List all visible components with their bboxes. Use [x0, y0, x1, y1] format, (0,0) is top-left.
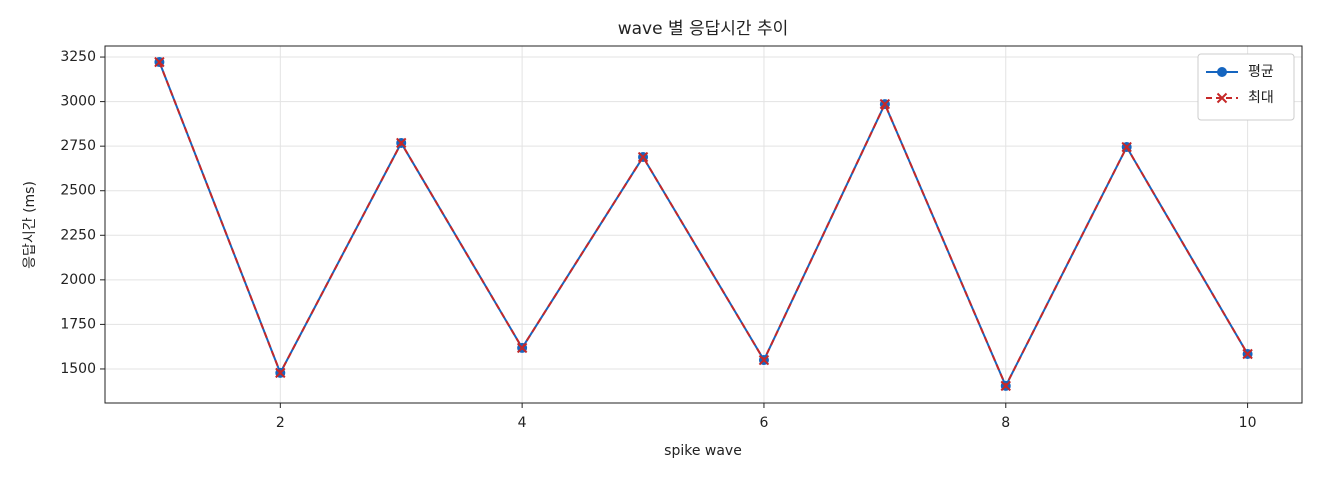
legend-marker	[1216, 92, 1228, 104]
y-tick-label: 2500	[60, 183, 96, 199]
y-axis-label: 응답시간 (ms)	[22, 181, 38, 269]
marker	[516, 342, 528, 354]
series-line	[158, 61, 1249, 389]
marker	[758, 354, 770, 366]
marker	[396, 137, 407, 149]
x-tick-label: 10	[1239, 415, 1257, 431]
y-tick-label: 2250	[60, 227, 96, 243]
y-tick-label: 2000	[60, 272, 96, 288]
chart-title: wave 별 응답시간 추이	[618, 19, 789, 39]
y-tick-label: 1500	[60, 361, 96, 377]
x-tick-label: 8	[1001, 415, 1010, 431]
marker	[879, 98, 891, 110]
marker	[275, 367, 286, 379]
y-tick-label: 3000	[60, 94, 96, 110]
y-tick-label: 3250	[60, 49, 96, 65]
legend-box	[1197, 53, 1295, 121]
x-tick-label: 2	[276, 415, 285, 431]
x-axis-label: spike wave	[664, 443, 742, 459]
legend-label: 최대	[1248, 90, 1274, 106]
y-tick-label: 2750	[60, 138, 96, 154]
plot-frame	[104, 45, 1303, 404]
marker	[1242, 348, 1253, 360]
y-tick-label: 1750	[60, 316, 96, 332]
x-tick-label: 4	[518, 415, 527, 431]
marker	[637, 151, 649, 163]
marker	[154, 56, 165, 68]
x-tick-label: 6	[759, 415, 768, 431]
legend-label: 평균	[1248, 64, 1274, 80]
marker	[1121, 141, 1132, 153]
legend-marker	[1217, 67, 1227, 77]
series-line	[158, 61, 1249, 389]
marker	[1000, 380, 1011, 392]
